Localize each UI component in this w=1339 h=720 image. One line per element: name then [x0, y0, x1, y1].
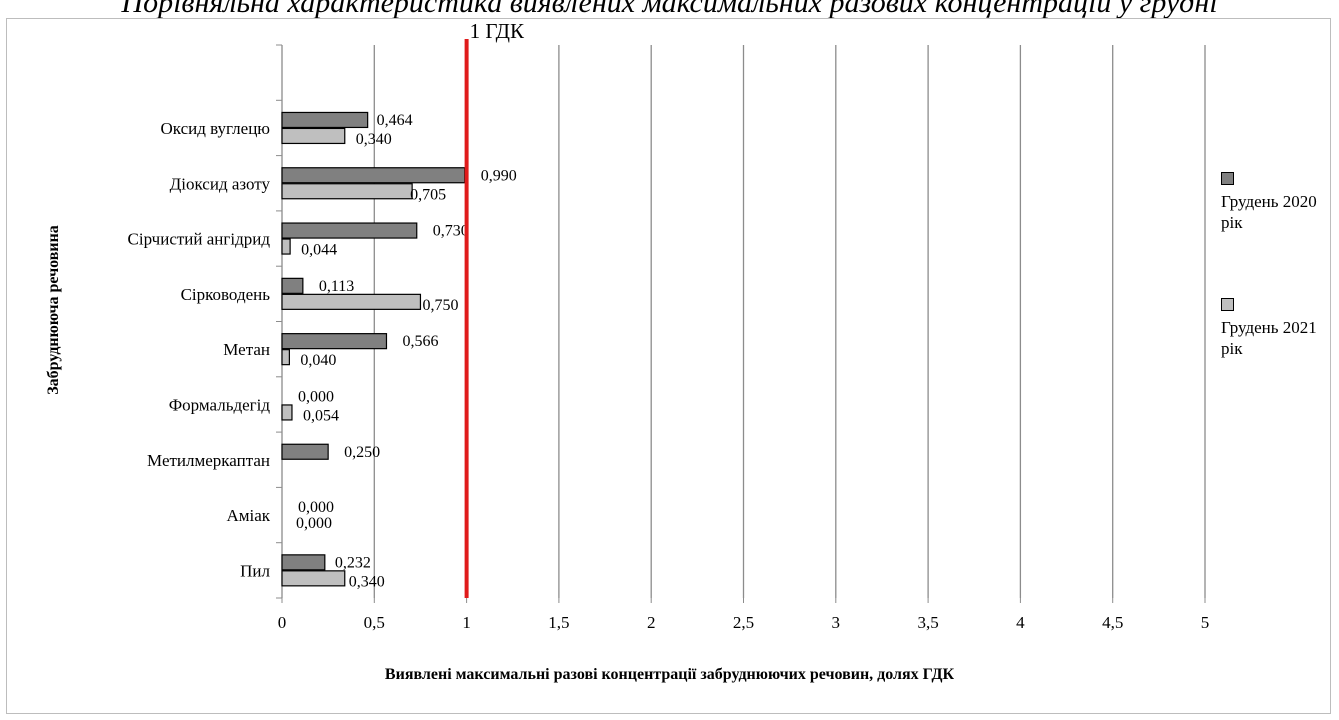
bar-2020 [281, 167, 466, 184]
category-label: Пил [240, 561, 270, 580]
bar-2021 [281, 570, 346, 587]
bar-2020 [281, 111, 369, 129]
data-label-2021: 0,054 [303, 407, 339, 424]
category-label: Діоксид азоту [170, 174, 271, 193]
data-label-2020: 0,000 [298, 499, 334, 516]
data-label-2020: 0,000 [298, 388, 334, 405]
x-tick-label: 0,5 [364, 613, 385, 632]
x-tick-label: 4 [1016, 613, 1025, 632]
chart-frame [6, 18, 1331, 714]
x-tick-label: 5 [1201, 613, 1210, 632]
x-tick-label: 3,5 [917, 613, 938, 632]
data-label-2020: 0,566 [402, 333, 438, 350]
category-label: Метан [223, 340, 270, 359]
data-label-2021: 0,000 [296, 515, 332, 532]
reference-line-label: 1 ГДК [470, 19, 525, 43]
data-label-2021: 0,705 [410, 186, 446, 203]
bar-2021 [281, 183, 413, 200]
category-label: Аміак [226, 506, 270, 525]
x-tick-label: 0 [278, 613, 287, 632]
x-axis-title: Виявлені максимальні разові концентрації… [384, 666, 955, 683]
category-label: Сірководень [181, 285, 271, 304]
bar-2020 [281, 222, 418, 239]
legend-label-2021: Грудень 2021 рік [1221, 318, 1317, 358]
data-label-2021: 0,040 [300, 352, 336, 369]
legend-item-2020: Грудень 2020 рік [1221, 170, 1331, 233]
category-label: Сірчистий ангідрид [128, 230, 271, 249]
bar-2020 [281, 443, 329, 460]
data-label-2020: 0,232 [335, 554, 371, 571]
data-label-2021: 0,044 [301, 242, 337, 259]
bar-2021 [281, 404, 293, 421]
bar-2021 [281, 127, 346, 145]
category-label: Формальдегід [169, 395, 271, 414]
legend-label-2020: Грудень 2020 рік [1221, 192, 1317, 232]
legend-swatch-2021 [1221, 298, 1234, 311]
bar-2021 [281, 238, 291, 255]
legend-item-2021: Грудень 2021 рік [1221, 296, 1331, 359]
category-label: Метилмеркаптан [147, 451, 270, 470]
y-axis-title: Забруднююча речовина [45, 225, 62, 395]
x-tick-label: 3 [832, 613, 841, 632]
x-tick-label: 1 [462, 613, 471, 632]
x-tick-label: 1,5 [548, 613, 569, 632]
page-top-title: Порівняльна характеристика виявлених мак… [121, 0, 1218, 19]
data-label-2020: 0,464 [377, 112, 413, 129]
bar-2020 [281, 554, 326, 571]
x-tick-label: 2 [647, 613, 656, 632]
data-label-2020: 0,250 [344, 444, 380, 461]
legend-swatch-2020 [1221, 172, 1234, 185]
bar-2021 [281, 293, 422, 310]
x-tick-label: 4,5 [1102, 613, 1123, 632]
bar-2020 [281, 277, 304, 294]
x-tick-label: 2,5 [733, 613, 754, 632]
data-label-2021: 0,340 [356, 131, 392, 148]
category-label: Оксид вуглецю [160, 119, 270, 138]
bar-2021 [281, 349, 290, 366]
data-label-2021: 0,750 [422, 297, 458, 314]
bar-2020 [281, 333, 388, 350]
data-label-2020: 0,990 [481, 167, 517, 184]
data-label-2020: 0,113 [319, 278, 354, 295]
data-label-2020: 0,730 [433, 223, 469, 240]
data-label-2021: 0,340 [349, 573, 385, 590]
